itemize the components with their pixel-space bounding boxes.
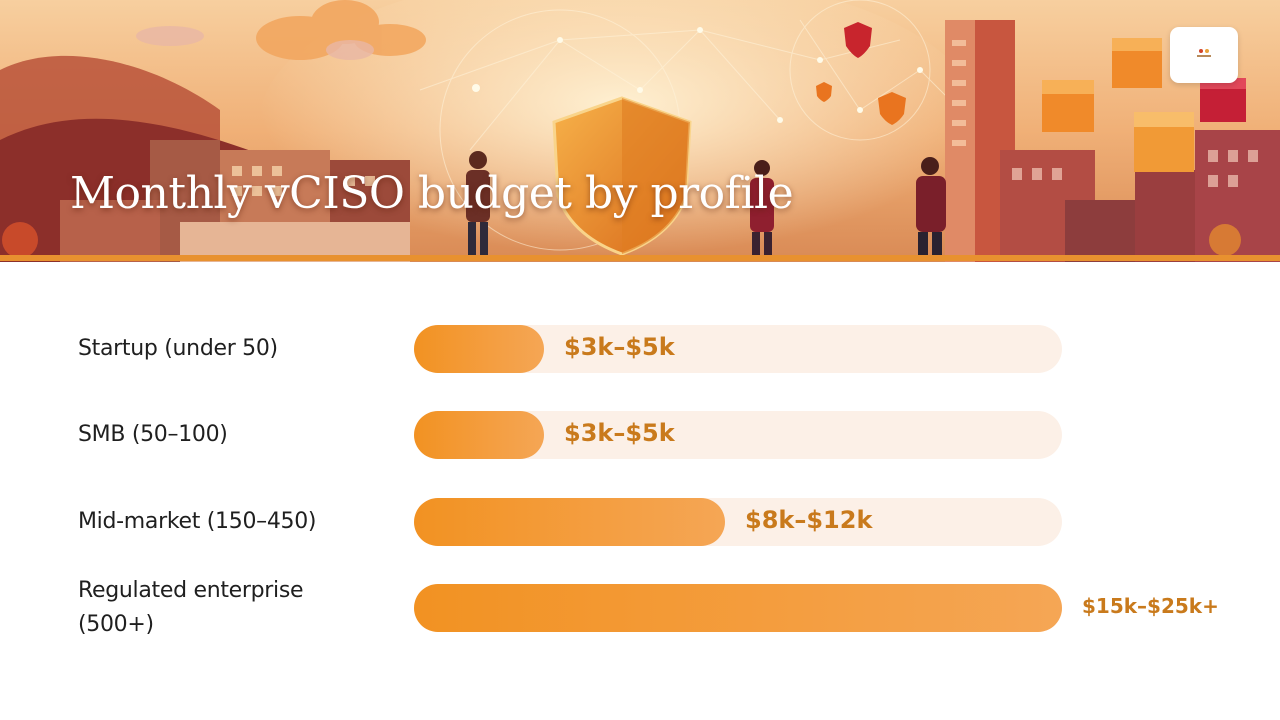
value-label: $15k–$25k+ [1082,594,1219,618]
header-banner: Monthly vCISO budget by profile [0,0,1280,262]
header-illustration [0,0,1280,262]
bar [414,584,1062,632]
page-title: Monthly vCISO budget by profile [70,168,794,219]
company-logo-icon [1197,49,1211,57]
bar [414,411,544,459]
header-accent-stripe [0,255,1280,261]
category-label: Regulated enterprise (500+) [78,574,378,642]
category-label-line: Startup (under 50) [78,336,278,361]
category-label: SMB (50–100) [78,418,378,452]
value-label: $3k–$5k [564,333,675,361]
category-label-line: (500+) [78,612,154,637]
bar [414,325,544,373]
category-label-line: SMB (50–100) [78,422,228,447]
logo-badge [1170,27,1238,83]
category-label: Mid-market (150–450) [78,505,378,539]
bar [414,498,725,546]
value-label: $8k–$12k [745,506,873,534]
category-label-line: Mid-market (150–450) [78,509,317,534]
value-label: $3k–$5k [564,419,675,447]
category-label-line: Regulated enterprise [78,578,304,603]
category-label: Startup (under 50) [78,332,378,366]
